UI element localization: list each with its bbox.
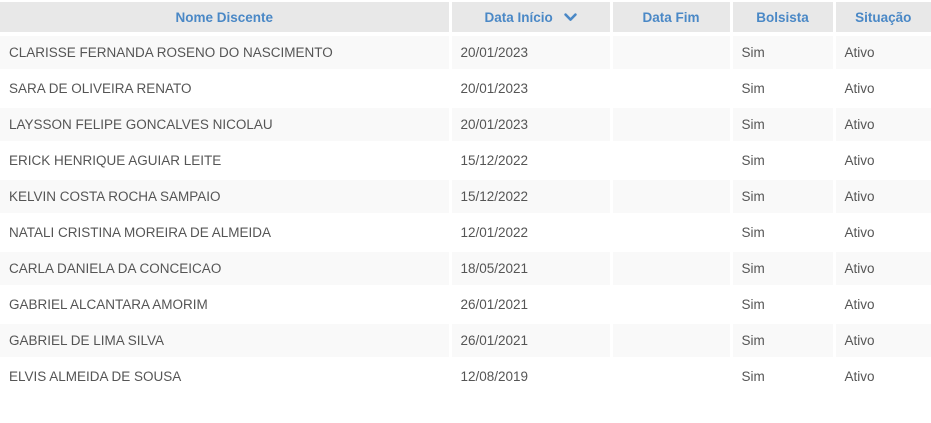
cell-data-fim [611,142,733,180]
cell-nome-discente: GABRIEL ALCANTARA AMORIM [0,286,452,324]
column-header-label: Situação [855,9,912,25]
cell-situacao: Ativo [834,358,931,396]
cell-data-fim [611,286,733,324]
cell-data-inicio: 12/08/2019 [450,358,613,396]
cell-data-inicio: 20/01/2023 [450,34,613,72]
table-row: LAYSSON FELIPE GONCALVES NICOLAU 20/01/2… [0,106,931,144]
column-header-data-inicio[interactable]: Data Início [450,2,613,36]
table-row: GABRIEL ALCANTARA AMORIM 26/01/2021 Sim … [0,286,931,324]
cell-bolsista: Sim [731,178,836,216]
table-row: NATALI CRISTINA MOREIRA DE ALMEIDA 12/01… [0,214,931,252]
cell-nome-discente: ERICK HENRIQUE AGUIAR LEITE [0,142,452,180]
cell-bolsista: Sim [731,142,836,180]
cell-situacao: Ativo [834,70,931,108]
column-header-label: Bolsista [756,9,809,25]
cell-bolsista: Sim [731,214,836,252]
cell-data-fim [611,322,733,360]
cell-data-fim [611,34,733,72]
cell-bolsista: Sim [731,322,836,360]
cell-bolsista: Sim [731,286,836,324]
cell-bolsista: Sim [731,70,836,108]
cell-situacao: Ativo [834,34,931,72]
cell-data-fim [611,358,733,396]
table-row: ERICK HENRIQUE AGUIAR LEITE 15/12/2022 S… [0,142,931,180]
cell-data-inicio: 20/01/2023 [450,106,613,144]
students-table-container: Nome Discente Data Início Data Fim Bolsi… [0,2,931,396]
cell-nome-discente: LAYSSON FELIPE GONCALVES NICOLAU [0,106,452,144]
cell-situacao: Ativo [834,214,931,252]
cell-situacao: Ativo [834,250,931,288]
cell-data-inicio: 12/01/2022 [450,214,613,252]
column-header-bolsista[interactable]: Bolsista [731,2,836,36]
cell-nome-discente: KELVIN COSTA ROCHA SAMPAIO [0,178,452,216]
table-row: SARA DE OLIVEIRA RENATO 20/01/2023 Sim A… [0,70,931,108]
chevron-down-icon [563,13,577,21]
cell-nome-discente: GABRIEL DE LIMA SILVA [0,322,452,360]
column-header-data-fim[interactable]: Data Fim [611,2,733,36]
cell-data-inicio: 26/01/2021 [450,322,613,360]
cell-nome-discente: CARLA DANIELA DA CONCEICAO [0,250,452,288]
column-header-label: Nome Discente [175,9,274,25]
cell-nome-discente: CLARISSE FERNANDA ROSENO DO NASCIMENTO [0,34,452,72]
cell-nome-discente: ELVIS ALMEIDA DE SOUSA [0,358,452,396]
cell-data-fim [611,106,733,144]
table-row: ELVIS ALMEIDA DE SOUSA 12/08/2019 Sim At… [0,358,931,396]
cell-bolsista: Sim [731,358,836,396]
cell-data-inicio: 18/05/2021 [450,250,613,288]
cell-data-inicio: 15/12/2022 [450,178,613,216]
column-header-label: Data Início [484,9,553,25]
column-header-nome-discente[interactable]: Nome Discente [0,2,452,36]
cell-bolsista: Sim [731,34,836,72]
cell-data-fim [611,250,733,288]
cell-situacao: Ativo [834,142,931,180]
cell-bolsista: Sim [731,250,836,288]
table-header-row: Nome Discente Data Início Data Fim Bolsi… [0,2,931,36]
cell-data-fim [611,178,733,216]
column-header-label: Data Fim [642,9,700,25]
cell-data-inicio: 15/12/2022 [450,142,613,180]
cell-situacao: Ativo [834,322,931,360]
table-row: KELVIN COSTA ROCHA SAMPAIO 15/12/2022 Si… [0,178,931,216]
cell-data-inicio: 20/01/2023 [450,70,613,108]
cell-bolsista: Sim [731,106,836,144]
cell-situacao: Ativo [834,106,931,144]
cell-situacao: Ativo [834,286,931,324]
cell-situacao: Ativo [834,178,931,216]
column-header-situacao[interactable]: Situação [834,2,931,36]
cell-data-fim [611,70,733,108]
cell-nome-discente: NATALI CRISTINA MOREIRA DE ALMEIDA [0,214,452,252]
students-table: Nome Discente Data Início Data Fim Bolsi… [0,2,931,396]
table-row: GABRIEL DE LIMA SILVA 26/01/2021 Sim Ati… [0,322,931,360]
cell-data-fim [611,214,733,252]
table-row: CLARISSE FERNANDA ROSENO DO NASCIMENTO 2… [0,34,931,72]
table-row: CARLA DANIELA DA CONCEICAO 18/05/2021 Si… [0,250,931,288]
cell-nome-discente: SARA DE OLIVEIRA RENATO [0,70,452,108]
cell-data-inicio: 26/01/2021 [450,286,613,324]
